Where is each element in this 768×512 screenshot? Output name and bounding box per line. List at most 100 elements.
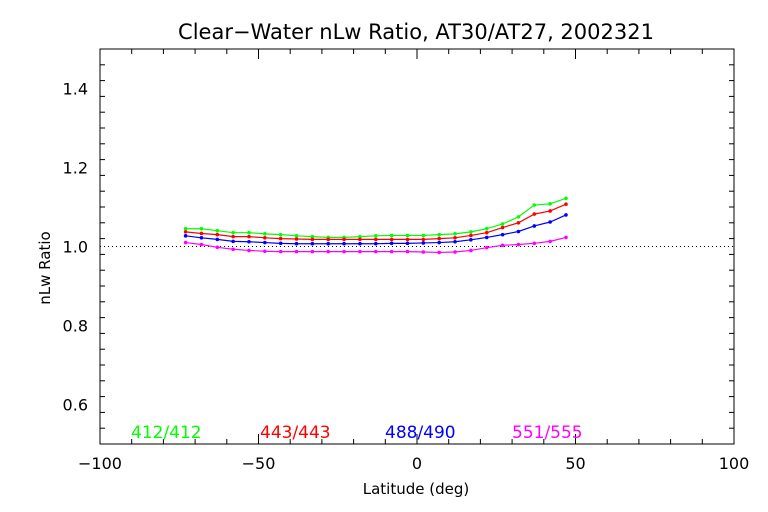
- data-point: [484, 245, 489, 250]
- x-axis-label: Latitude (deg): [363, 480, 469, 498]
- data-point: [389, 249, 394, 254]
- data-point: [342, 249, 346, 254]
- data-point: [342, 237, 346, 242]
- data-point: [453, 236, 457, 240]
- data-point: [500, 225, 505, 230]
- data-point: [548, 220, 552, 224]
- data-point: [405, 241, 410, 246]
- data-point: [405, 233, 410, 238]
- legend-entry: 412/412: [131, 423, 202, 443]
- data-point: [421, 233, 426, 238]
- data-point: [437, 236, 441, 241]
- data-point: [421, 250, 426, 254]
- data-point: [516, 215, 521, 219]
- data-point: [453, 232, 457, 236]
- data-point: [342, 241, 346, 246]
- x-axis-ticks: −100 −50 0 50 100: [78, 49, 749, 473]
- data-point: [373, 237, 378, 242]
- chart-title: Clear−Water nLw Ratio, AT30/AT27, 200232…: [178, 20, 654, 44]
- data-point: [310, 234, 315, 239]
- data-point: [231, 234, 235, 239]
- y-axis-label: nLw Ratio: [36, 231, 54, 304]
- data-point: [199, 236, 204, 240]
- data-point: [278, 249, 283, 254]
- y-axis-ticks: 0.6 0.8 1.0 1.2 1.4: [63, 48, 734, 445]
- data-point: [183, 234, 188, 238]
- data-point: [500, 232, 505, 237]
- data-point: [199, 231, 204, 236]
- data-point: [469, 230, 473, 234]
- data-point: [231, 247, 235, 252]
- data-point: [548, 202, 552, 206]
- data-point: [215, 237, 220, 242]
- data-point: [484, 235, 489, 240]
- data-point: [564, 235, 568, 240]
- data-point: [516, 229, 521, 234]
- data-point: [421, 241, 426, 245]
- data-point: [326, 237, 331, 242]
- data-point: [358, 234, 362, 239]
- data-point: [326, 249, 331, 254]
- data-point: [310, 237, 315, 242]
- data-point: [278, 232, 283, 237]
- data-point: [294, 241, 299, 246]
- series-412-412: [183, 196, 568, 240]
- y-tick-label: 1.2: [63, 159, 88, 178]
- data-point: [389, 237, 394, 242]
- y-tick-label: 1.4: [63, 80, 88, 99]
- x-tick-label: 0: [412, 454, 422, 473]
- x-tick-label: −50: [242, 454, 276, 473]
- data-point: [548, 239, 552, 244]
- data-point: [405, 237, 410, 242]
- data-point: [469, 237, 473, 242]
- data-point: [215, 228, 220, 233]
- data-point: [326, 241, 331, 246]
- data-point: [484, 226, 489, 231]
- data-point: [564, 196, 568, 201]
- data-point: [532, 224, 537, 228]
- data-point: [453, 239, 457, 244]
- data-point: [373, 234, 378, 238]
- data-point: [516, 221, 521, 225]
- data-point: [373, 241, 378, 246]
- series-551-555: [183, 235, 568, 255]
- data-point: [278, 236, 283, 241]
- series-488-490: [183, 213, 568, 246]
- data-point: [564, 213, 568, 217]
- data-point: [247, 230, 251, 235]
- data-point: [263, 249, 267, 254]
- series-line: [185, 197, 567, 239]
- data-point: [453, 250, 457, 254]
- y-tick-label: 1.0: [63, 238, 88, 257]
- data-point: [421, 237, 426, 242]
- data-point: [183, 240, 188, 245]
- y-tick-label: 0.6: [63, 396, 88, 415]
- data-point: [247, 248, 251, 253]
- legend: 412/412 443/443 488/490 551/555: [131, 423, 583, 443]
- data-point: [405, 249, 410, 254]
- data-point: [215, 245, 220, 250]
- x-tick-label: −100: [78, 454, 122, 473]
- data-point: [294, 234, 299, 238]
- data-point: [310, 249, 315, 254]
- data-point: [389, 233, 394, 238]
- x-tick-label: 100: [719, 454, 750, 473]
- data-point: [247, 239, 251, 244]
- data-point: [500, 243, 505, 248]
- data-point: [358, 241, 362, 246]
- data-point: [358, 237, 362, 242]
- series-layer: [183, 196, 568, 255]
- data-point: [532, 241, 537, 246]
- legend-entry: 551/555: [512, 423, 583, 443]
- data-point: [263, 240, 267, 245]
- data-point: [358, 249, 362, 254]
- data-point: [310, 241, 315, 246]
- data-point: [231, 230, 235, 235]
- data-point: [199, 226, 204, 231]
- x-tick-label: 50: [565, 454, 585, 473]
- data-point: [263, 236, 267, 240]
- data-point: [278, 241, 283, 246]
- data-point: [215, 232, 220, 237]
- data-point: [516, 242, 521, 247]
